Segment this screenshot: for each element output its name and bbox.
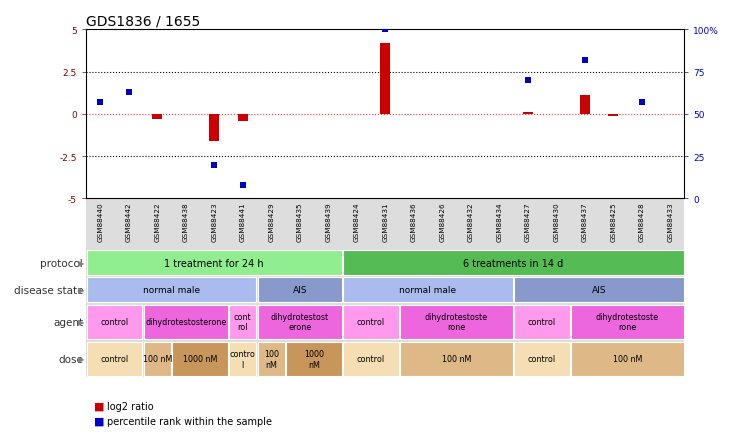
Bar	[343, 342, 399, 376]
Bar	[209, 115, 219, 141]
Text: ■: ■	[94, 401, 108, 411]
Bar	[238, 115, 248, 122]
Bar	[608, 115, 618, 116]
Text: control: control	[357, 317, 385, 326]
Text: 1000 nM: 1000 nM	[183, 355, 217, 364]
Text: 100
nM: 100 nM	[264, 349, 279, 369]
Text: GSM88437: GSM88437	[582, 201, 588, 241]
Bar	[514, 277, 684, 302]
Bar	[580, 96, 589, 115]
Text: GSM88425: GSM88425	[610, 201, 616, 241]
Bar	[400, 305, 513, 339]
Text: AIS: AIS	[592, 286, 606, 294]
Text: normal male: normal male	[143, 286, 200, 294]
Text: GSM88422: GSM88422	[154, 201, 160, 241]
Text: 1 treatment for 24 h: 1 treatment for 24 h	[165, 258, 264, 268]
Text: GDS1836 / 1655: GDS1836 / 1655	[86, 14, 200, 28]
Text: GSM88442: GSM88442	[126, 201, 132, 241]
Bar	[87, 277, 257, 302]
Bar	[514, 342, 570, 376]
Text: GSM88436: GSM88436	[411, 201, 417, 241]
Bar	[144, 342, 171, 376]
Text: percentile rank within the sample: percentile rank within the sample	[107, 416, 272, 426]
Bar	[286, 342, 342, 376]
Bar	[229, 305, 257, 339]
Bar	[380, 44, 390, 115]
Text: dihydrotestoste
rone: dihydrotestoste rone	[596, 312, 659, 332]
Text: GSM88427: GSM88427	[524, 201, 530, 241]
Text: ■: ■	[94, 416, 108, 426]
Text: ▶: ▶	[78, 286, 85, 294]
Text: ▶: ▶	[78, 355, 85, 364]
Text: ▶: ▶	[78, 317, 85, 326]
Text: GSM88441: GSM88441	[240, 201, 246, 241]
Text: GSM88434: GSM88434	[496, 201, 502, 241]
Text: 1000
nM: 1000 nM	[304, 349, 324, 369]
Text: control: control	[100, 355, 129, 364]
Text: control: control	[100, 317, 129, 326]
Bar	[144, 305, 228, 339]
Text: 6 treatments in 14 d: 6 treatments in 14 d	[463, 258, 563, 268]
Bar	[172, 342, 228, 376]
Text: dihydrotestoste
rone: dihydrotestoste rone	[425, 312, 488, 332]
Bar	[87, 305, 142, 339]
Bar	[343, 277, 513, 302]
Text: dihydrotestost
erone: dihydrotestost erone	[271, 312, 329, 332]
Text: GSM88435: GSM88435	[297, 201, 303, 241]
Text: cont
rol: cont rol	[234, 312, 251, 332]
Bar	[400, 342, 513, 376]
Bar	[343, 305, 399, 339]
Bar	[257, 277, 342, 302]
Text: GSM88432: GSM88432	[468, 201, 473, 241]
Text: GSM88426: GSM88426	[439, 201, 445, 241]
Text: GSM88438: GSM88438	[183, 201, 188, 241]
Text: dihydrotestosterone: dihydrotestosterone	[145, 317, 227, 326]
Text: log2 ratio: log2 ratio	[107, 401, 153, 411]
Text: 100 nM: 100 nM	[143, 355, 172, 364]
Bar	[514, 305, 570, 339]
Text: 100 nM: 100 nM	[442, 355, 471, 364]
Text: GSM88430: GSM88430	[554, 201, 560, 241]
Text: contro
l: contro l	[230, 349, 256, 369]
Bar	[571, 305, 684, 339]
Text: GSM88433: GSM88433	[667, 201, 673, 241]
Bar	[87, 250, 342, 276]
Bar	[257, 342, 285, 376]
Bar	[153, 115, 162, 120]
Text: GSM88431: GSM88431	[382, 201, 388, 241]
Text: 100 nM: 100 nM	[613, 355, 642, 364]
Bar	[87, 342, 142, 376]
Text: GSM88440: GSM88440	[97, 201, 103, 241]
Text: GSM88428: GSM88428	[639, 201, 645, 241]
Text: control: control	[528, 355, 556, 364]
Text: GSM88429: GSM88429	[269, 201, 275, 241]
Bar	[257, 305, 342, 339]
Text: normal male: normal male	[399, 286, 456, 294]
Text: AIS: AIS	[292, 286, 307, 294]
Text: agent: agent	[53, 317, 83, 327]
Text: protocol: protocol	[40, 258, 83, 268]
Bar	[343, 250, 684, 276]
Bar	[229, 342, 257, 376]
Text: GSM88439: GSM88439	[325, 201, 331, 241]
Text: dose: dose	[58, 354, 83, 364]
Text: control: control	[357, 355, 385, 364]
Text: ▶: ▶	[78, 259, 85, 267]
Text: disease state: disease state	[13, 285, 83, 295]
Bar	[571, 342, 684, 376]
Text: GSM88424: GSM88424	[354, 201, 360, 241]
Text: GSM88423: GSM88423	[211, 201, 217, 241]
Text: control: control	[528, 317, 556, 326]
Bar	[523, 113, 533, 115]
